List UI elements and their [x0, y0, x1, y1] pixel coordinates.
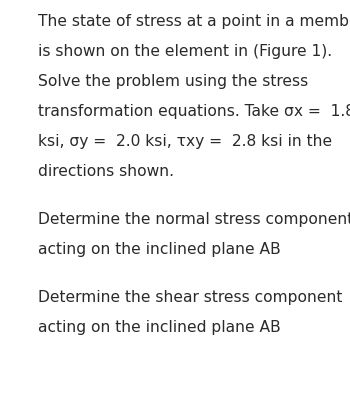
- Text: directions shown.: directions shown.: [38, 164, 174, 179]
- Text: acting on the inclined plane AB: acting on the inclined plane AB: [38, 320, 281, 335]
- Text: Determine the shear stress component: Determine the shear stress component: [38, 290, 342, 305]
- Text: Solve the problem using the stress: Solve the problem using the stress: [38, 74, 308, 89]
- Text: acting on the inclined plane AB: acting on the inclined plane AB: [38, 242, 281, 257]
- Text: transformation equations. Take σx =  1.8: transformation equations. Take σx = 1.8: [38, 104, 350, 119]
- Text: The state of stress at a point in a member: The state of stress at a point in a memb…: [38, 14, 350, 29]
- Text: is shown on the element in (Figure 1).: is shown on the element in (Figure 1).: [38, 44, 332, 59]
- Text: ksi, σy =  2.0 ksi, τxy =  2.8 ksi in the: ksi, σy = 2.0 ksi, τxy = 2.8 ksi in the: [38, 134, 332, 149]
- Text: Determine the normal stress component: Determine the normal stress component: [38, 212, 350, 227]
